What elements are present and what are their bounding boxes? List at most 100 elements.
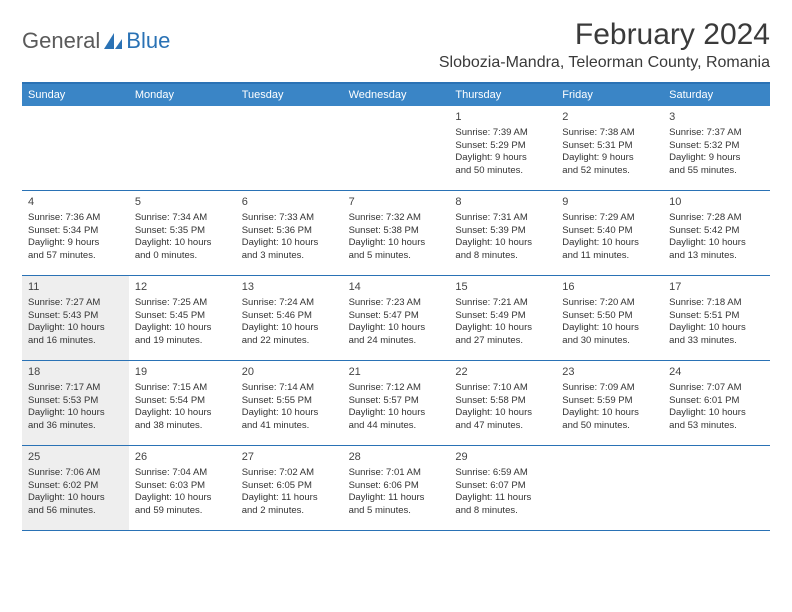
day-cell <box>236 106 343 190</box>
day-sunrise: Sunrise: 7:32 AM <box>349 212 444 225</box>
day-daylight1: Daylight: 10 hours <box>349 407 444 420</box>
day-sunrise: Sunrise: 7:07 AM <box>669 382 764 395</box>
day-number: 1 <box>455 110 550 125</box>
day-sunset: Sunset: 6:01 PM <box>669 395 764 408</box>
day-cell <box>22 106 129 190</box>
day-number: 13 <box>242 280 337 295</box>
day-cell: 28Sunrise: 7:01 AMSunset: 6:06 PMDayligh… <box>343 446 450 530</box>
day-header: Thursday <box>449 84 556 106</box>
day-number: 19 <box>135 365 230 380</box>
day-cell: 2Sunrise: 7:38 AMSunset: 5:31 PMDaylight… <box>556 106 663 190</box>
day-sunset: Sunset: 5:59 PM <box>562 395 657 408</box>
day-daylight1: Daylight: 10 hours <box>455 237 550 250</box>
day-sunrise: Sunrise: 7:28 AM <box>669 212 764 225</box>
day-daylight2: and 0 minutes. <box>135 250 230 263</box>
day-number: 15 <box>455 280 550 295</box>
day-sunset: Sunset: 5:29 PM <box>455 140 550 153</box>
day-daylight2: and 50 minutes. <box>455 165 550 178</box>
day-sunset: Sunset: 5:31 PM <box>562 140 657 153</box>
day-daylight2: and 57 minutes. <box>28 250 123 263</box>
month-title: February 2024 <box>439 18 770 52</box>
weeks-container: 1 Sunrise: 7:39 AMSunset: 5:29 PM Daylight… <box>22 106 770 531</box>
day-sunrise: Sunrise: 7:21 AM <box>455 297 550 310</box>
day-daylight1: Daylight: 10 hours <box>669 407 764 420</box>
day-daylight2: and 19 minutes. <box>135 335 230 348</box>
day-sunrise: Sunrise: 7:24 AM <box>242 297 337 310</box>
day-sunset: Sunset: 5:58 PM <box>455 395 550 408</box>
day-daylight1: Daylight: 10 hours <box>135 322 230 335</box>
day-cell: 23Sunrise: 7:09 AMSunset: 5:59 PMDayligh… <box>556 361 663 445</box>
week-row: 18Sunrise: 7:17 AMSunset: 5:53 PMDayligh… <box>22 361 770 446</box>
day-cell: 26Sunrise: 7:04 AMSunset: 6:03 PMDayligh… <box>129 446 236 530</box>
day-daylight2: and 36 minutes. <box>28 420 123 433</box>
day-daylight1: Daylight: 10 hours <box>28 322 123 335</box>
day-daylight2: and 44 minutes. <box>349 420 444 433</box>
day-daylight2: and 22 minutes. <box>242 335 337 348</box>
day-number: 14 <box>349 280 444 295</box>
day-daylight2: and 5 minutes. <box>349 250 444 263</box>
day-headers-row: SundayMondayTuesdayWednesdayThursdayFrid… <box>22 84 770 106</box>
day-cell <box>663 446 770 530</box>
day-cell: 29Sunrise: 6:59 AMSunset: 6:07 PMDayligh… <box>449 446 556 530</box>
day-header: Sunday <box>22 84 129 106</box>
day-sunrise: Sunrise: 7:09 AM <box>562 382 657 395</box>
day-cell: 9Sunrise: 7:29 AMSunset: 5:40 PMDaylight… <box>556 191 663 275</box>
day-daylight2: and 8 minutes. <box>455 505 550 518</box>
day-sunrise: Sunrise: 7:14 AM <box>242 382 337 395</box>
day-sunrise: Sunrise: 7:38 AM <box>562 127 657 140</box>
day-daylight1: Daylight: 10 hours <box>242 407 337 420</box>
day-cell: 16Sunrise: 7:20 AMSunset: 5:50 PMDayligh… <box>556 276 663 360</box>
day-sunset: Sunset: 5:42 PM <box>669 225 764 238</box>
logo-sail-icon <box>102 31 124 51</box>
day-sunset: Sunset: 5:45 PM <box>135 310 230 323</box>
day-sunrise: Sunrise: 7:02 AM <box>242 467 337 480</box>
day-daylight1: Daylight: 10 hours <box>349 322 444 335</box>
day-sunset: Sunset: 5:46 PM <box>242 310 337 323</box>
day-daylight2: and 59 minutes. <box>135 505 230 518</box>
day-daylight1: Daylight: 10 hours <box>135 492 230 505</box>
day-cell: 10Sunrise: 7:28 AMSunset: 5:42 PMDayligh… <box>663 191 770 275</box>
day-daylight1: Daylight: 11 hours <box>455 492 550 505</box>
day-daylight1: Daylight: 10 hours <box>28 407 123 420</box>
day-daylight2: and 50 minutes. <box>562 420 657 433</box>
location-text: Slobozia-Mandra, Teleorman County, Roman… <box>439 54 770 72</box>
day-sunset: Sunset: 5:36 PM <box>242 225 337 238</box>
day-daylight2: and 55 minutes. <box>669 165 764 178</box>
day-sunrise: Sunrise: 7:39 AM <box>455 127 550 140</box>
day-daylight1: Daylight: 10 hours <box>562 237 657 250</box>
day-sunset: Sunset: 5:54 PM <box>135 395 230 408</box>
day-sunset: Sunset: 5:38 PM <box>349 225 444 238</box>
day-cell: 12 Sunrise: 7:25 AMSunset: 5:45 PMDayligh… <box>129 276 236 360</box>
calendar: SundayMondayTuesdayWednesdayThursdayFrid… <box>22 82 770 531</box>
day-sunrise: Sunrise: 7:01 AM <box>349 467 444 480</box>
day-number: 16 <box>562 280 657 295</box>
day-number: 9 <box>562 195 657 210</box>
day-cell: 13Sunrise: 7:24 AMSunset: 5:46 PMDayligh… <box>236 276 343 360</box>
day-sunset: Sunset: 6:02 PM <box>28 480 123 493</box>
day-cell: 6Sunrise: 7:33 AMSunset: 5:36 PMDaylight… <box>236 191 343 275</box>
day-number: 28 <box>349 450 444 465</box>
day-daylight2: and 52 minutes. <box>562 165 657 178</box>
day-sunset: Sunset: 5:51 PM <box>669 310 764 323</box>
day-daylight2: and 13 minutes. <box>669 250 764 263</box>
day-cell: 22Sunrise: 7:10 AMSunset: 5:58 PMDayligh… <box>449 361 556 445</box>
title-block: February 2024 Slobozia-Mandra, Teleorman… <box>439 18 770 72</box>
day-daylight2: and 11 minutes. <box>562 250 657 263</box>
day-header: Tuesday <box>236 84 343 106</box>
day-number: 2 <box>562 110 657 125</box>
day-sunrise: Sunrise: 7:34 AM <box>135 212 230 225</box>
day-sunrise: Sunrise: 7:17 AM <box>28 382 123 395</box>
day-sunrise: Sunrise: 7:36 AM <box>28 212 123 225</box>
day-sunrise: Sunrise: 7:25 AM <box>135 297 230 310</box>
day-cell: 19Sunrise: 7:15 AMSunset: 5:54 PMDayligh… <box>129 361 236 445</box>
day-number: 12 <box>135 280 230 295</box>
day-sunset: Sunset: 5:47 PM <box>349 310 444 323</box>
header-row: General Blue February 2024 Slobozia-Mand… <box>22 18 770 72</box>
day-sunrise: Sunrise: 7:31 AM <box>455 212 550 225</box>
day-cell: 7Sunrise: 7:32 AMSunset: 5:38 PMDaylight… <box>343 191 450 275</box>
logo-text-blue: Blue <box>126 28 170 54</box>
day-sunset: Sunset: 5:34 PM <box>28 225 123 238</box>
day-cell: 20Sunrise: 7:14 AMSunset: 5:55 PMDayligh… <box>236 361 343 445</box>
logo: General Blue <box>22 18 170 54</box>
day-daylight1: Daylight: 10 hours <box>455 322 550 335</box>
